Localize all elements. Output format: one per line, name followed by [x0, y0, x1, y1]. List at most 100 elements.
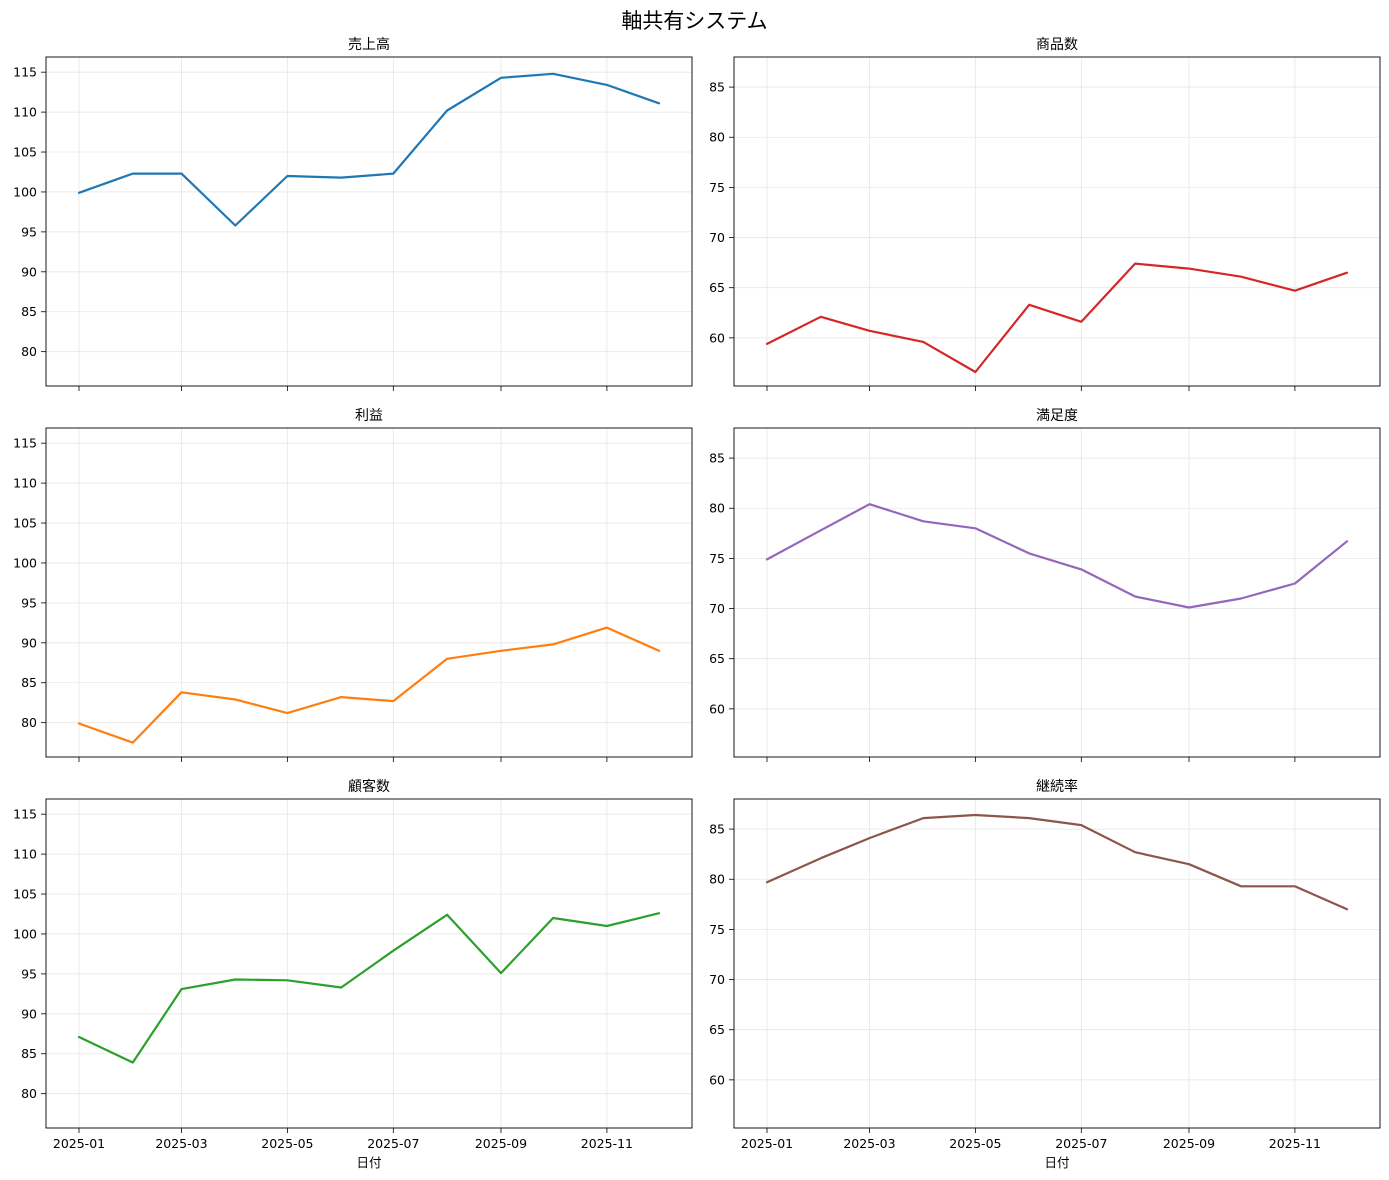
y-tick-label: 65	[709, 1022, 725, 1037]
y-tick-label: 85	[21, 304, 37, 319]
y-tick-label: 75	[709, 551, 725, 566]
y-tick-label: 110	[13, 105, 37, 120]
data-point	[1345, 271, 1349, 275]
y-tick-label: 80	[21, 1086, 37, 1101]
data-point	[765, 342, 769, 346]
data-point	[233, 698, 237, 702]
data-point	[819, 856, 823, 860]
data-point	[1187, 606, 1191, 610]
series-line	[77, 626, 661, 744]
y-tick-label: 100	[13, 184, 37, 199]
subplot-title: 商品数	[1036, 37, 1078, 53]
data-point	[1133, 595, 1137, 599]
y-tick-label: 100	[13, 555, 37, 570]
data-point	[391, 699, 395, 703]
data-point	[233, 223, 237, 227]
data-point	[77, 721, 81, 725]
data-point	[499, 76, 503, 80]
series-line	[765, 503, 1349, 609]
data-point	[1187, 267, 1191, 271]
y-tick-label: 85	[709, 80, 725, 95]
x-tick-label: 2025-05	[949, 1136, 1001, 1151]
y-tick-label: 80	[709, 872, 725, 887]
data-point	[819, 528, 823, 532]
y-tick-label: 110	[13, 847, 37, 862]
data-point	[445, 109, 449, 113]
plot-area	[46, 57, 692, 386]
data-point	[391, 949, 395, 953]
y-tick-label: 90	[21, 264, 37, 279]
data-point	[339, 695, 343, 699]
data-point	[445, 913, 449, 917]
x-tick-label: 2025-11	[581, 1136, 633, 1151]
data-point	[819, 315, 823, 319]
data-point	[1293, 884, 1297, 888]
y-tick-label: 80	[709, 501, 725, 516]
data-point	[285, 174, 289, 178]
y-tick-label: 70	[709, 230, 725, 245]
data-point	[179, 987, 183, 991]
y-tick-label: 60	[709, 330, 725, 345]
data-point	[1027, 551, 1031, 555]
data-point	[867, 502, 871, 506]
y-tick-label: 75	[709, 922, 725, 937]
x-tick-label: 2025-07	[367, 1136, 419, 1151]
data-point	[657, 649, 661, 653]
x-tick-label: 2025-11	[1269, 1136, 1321, 1151]
data-point	[1239, 275, 1243, 279]
data-point	[605, 83, 609, 87]
data-point	[605, 924, 609, 928]
data-point	[1345, 907, 1349, 911]
plot-area	[46, 799, 692, 1128]
x-tick-label: 2025-09	[1163, 1136, 1215, 1151]
x-tick-label: 2025-03	[155, 1136, 207, 1151]
data-point	[339, 985, 343, 989]
x-tick-label: 2025-05	[261, 1136, 313, 1151]
data-point	[1239, 597, 1243, 601]
x-axis-label: 日付	[1044, 1155, 1069, 1170]
y-tick-label: 95	[21, 966, 37, 981]
data-point	[551, 72, 555, 76]
y-tick-label: 70	[709, 601, 725, 616]
series-line	[77, 912, 661, 1064]
data-point	[551, 916, 555, 920]
data-point	[339, 176, 343, 180]
y-tick-label: 70	[709, 972, 725, 987]
data-point	[973, 526, 977, 530]
subplot: 2025-01 2025-03 2025-05 2025-07 2025-09 2025-…	[709, 778, 1381, 1170]
plot-frame	[45, 427, 693, 758]
plot-area	[734, 799, 1380, 1128]
y-tick-label: 60	[709, 701, 725, 716]
subplot: 80 85 90 95 100 105 110 115 売上高	[13, 36, 693, 391]
data-point	[179, 172, 183, 176]
data-point	[179, 690, 183, 694]
y-tick-label: 85	[21, 1046, 37, 1061]
x-tick-label: 2025-03	[843, 1136, 895, 1151]
y-tick-label: 105	[13, 887, 37, 902]
plot-area	[734, 57, 1380, 386]
plot-area	[734, 428, 1380, 757]
data-point	[657, 101, 661, 105]
figure-title: 軸共有システム	[621, 9, 768, 33]
y-tick-label: 80	[21, 715, 37, 730]
data-point	[1079, 567, 1083, 571]
y-tick-label: 65	[709, 651, 725, 666]
y-tick-label: 100	[13, 926, 37, 941]
subplot-title: 顧客数	[348, 778, 390, 795]
data-point	[605, 626, 609, 630]
subplot: 60 65 70 75 80 85 満足度	[709, 408, 1381, 762]
data-point	[921, 519, 925, 523]
data-point	[921, 816, 925, 820]
data-point	[445, 657, 449, 661]
plot-area	[46, 428, 692, 757]
x-tick-label: 2025-09	[475, 1136, 527, 1151]
data-point	[1239, 884, 1243, 888]
y-tick-label: 90	[21, 1006, 37, 1021]
subplot: 2025-01 2025-03 2025-05 2025-07 2025-09 2025-…	[13, 778, 693, 1170]
y-tick-label: 115	[13, 436, 37, 451]
data-point	[867, 329, 871, 333]
data-point	[285, 711, 289, 715]
data-point	[1027, 816, 1031, 820]
data-point	[657, 911, 661, 915]
y-tick-label: 80	[709, 130, 725, 145]
